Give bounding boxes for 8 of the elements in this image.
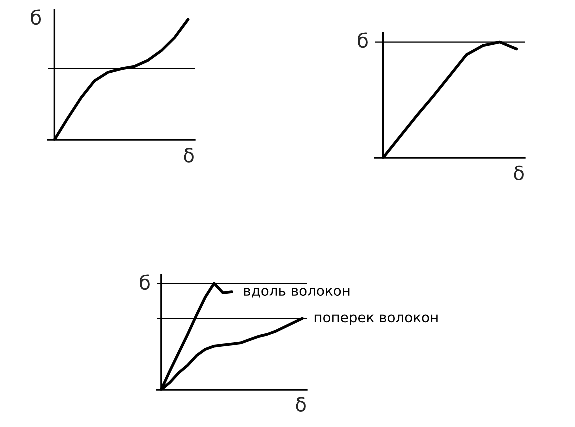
y-axis-title: б: [358, 32, 368, 48]
series-label: поперек волокон: [314, 314, 438, 326]
x-axis-title: δ: [514, 166, 524, 181]
x-axis-title: δ: [296, 397, 306, 412]
y-axis-title: б: [140, 274, 150, 290]
y-axis-title: б: [31, 10, 42, 26]
series-label: вдоль волокон: [244, 288, 350, 298]
x-axis-title: δ: [184, 148, 194, 163]
